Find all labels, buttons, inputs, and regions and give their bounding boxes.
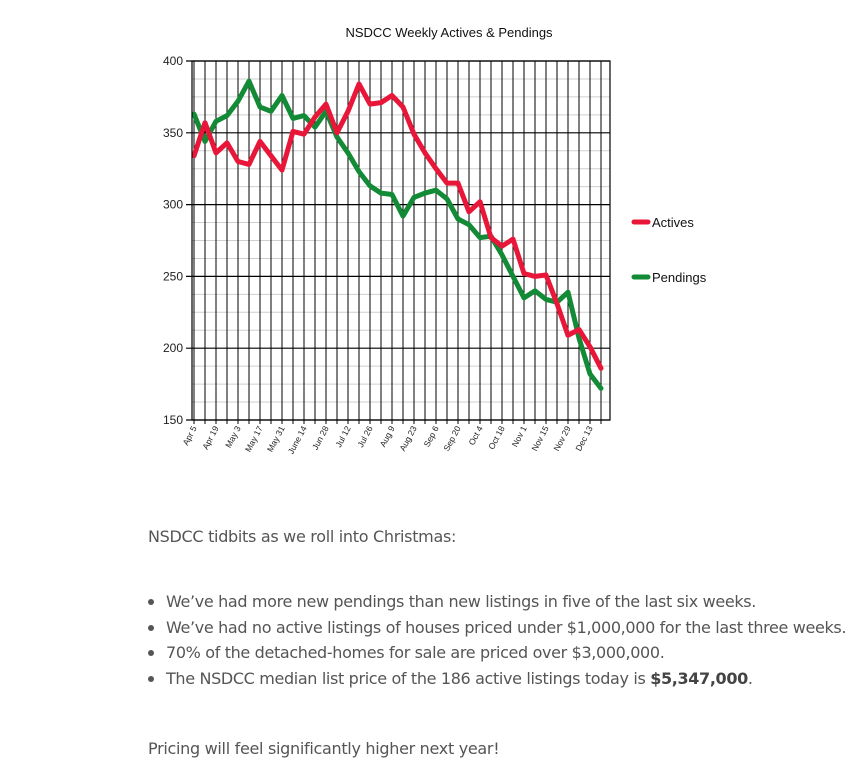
y-tick-label: 250 bbox=[163, 269, 183, 283]
bullet-icon bbox=[148, 650, 154, 656]
legend: Actives Pendings bbox=[631, 215, 707, 285]
plot-frame bbox=[191, 60, 611, 421]
list-item: The NSDCC median list price of the 186 a… bbox=[148, 668, 846, 694]
x-tick-label: Jun 28 bbox=[310, 424, 331, 451]
median-price: $5,347,000 bbox=[650, 668, 748, 688]
bullet-text: We’ve had no active listings of houses p… bbox=[166, 617, 847, 637]
y-tick-label: 350 bbox=[163, 126, 183, 140]
legend-label-actives: Actives bbox=[652, 215, 694, 230]
bullet-text: 70% of the detached-homes for sale are p… bbox=[166, 643, 665, 662]
list-item: We’ve had no active listings of houses p… bbox=[148, 617, 846, 643]
list-item: We’ve had more new pendings than new lis… bbox=[148, 591, 846, 617]
x-tick-label: Apr 19 bbox=[200, 424, 221, 451]
x-tick-label: Apr 5 bbox=[180, 424, 198, 447]
x-tick-label: Oct 4 bbox=[466, 424, 484, 447]
bullet-text: The NSDCC median list price of the 186 a… bbox=[166, 668, 651, 688]
x-tick-label: May 17 bbox=[243, 424, 265, 454]
intro-text: NSDCC tidbits as we roll into Christmas: bbox=[148, 527, 457, 546]
line-chart: 150 200 250 300 350 400 Apr 5 Apr 19 May 3 May 17… bbox=[163, 25, 707, 456]
x-tick-label: Jul 26 bbox=[355, 424, 375, 449]
bullet-icon bbox=[148, 599, 154, 605]
y-tick-label: 150 bbox=[163, 413, 183, 427]
x-tick-label: Nov 1 bbox=[510, 424, 529, 449]
bullet-text: We’ve had more new pendings than new lis… bbox=[166, 592, 756, 611]
bullet-icon bbox=[148, 624, 154, 631]
x-tick-label: Dec 13 bbox=[573, 424, 595, 453]
series-line-actives bbox=[191, 81, 604, 371]
bullet-text-end: . bbox=[747, 668, 753, 688]
grid bbox=[186, 60, 610, 424]
y-tick-label: 200 bbox=[163, 341, 183, 355]
x-tick-label: Sep 6 bbox=[422, 424, 441, 449]
x-tick-label: June 14 bbox=[286, 424, 309, 456]
x-tick-label: Sep 20 bbox=[441, 424, 463, 453]
y-tick-label: 400 bbox=[163, 54, 183, 68]
outro-text: Pricing will feel significantly higher n… bbox=[148, 739, 500, 758]
list-item: 70% of the detached-homes for sale are p… bbox=[148, 642, 846, 668]
x-tick-label: Nov 15 bbox=[529, 424, 551, 453]
x-tick-label: Aug 9 bbox=[378, 424, 397, 449]
x-tick-label: Oct 18 bbox=[486, 424, 507, 451]
x-tick-label: Jul 12 bbox=[333, 424, 353, 449]
chart-title: NSDCC Weekly Actives & Pendings bbox=[345, 25, 553, 40]
series-line-pendings bbox=[191, 78, 604, 391]
y-tick-label: 300 bbox=[163, 198, 183, 212]
x-tick-label: May 31 bbox=[265, 424, 287, 454]
x-tick-label: Aug 23 bbox=[397, 424, 419, 453]
x-tick-label: Nov 29 bbox=[551, 424, 573, 453]
x-tick-label: May 3 bbox=[223, 424, 243, 449]
legend-label-pendings: Pendings bbox=[652, 270, 707, 285]
tidbits-list: We’ve had more new pendings than new lis… bbox=[148, 591, 846, 693]
bullet-icon bbox=[148, 675, 154, 682]
series-lines bbox=[191, 78, 604, 391]
